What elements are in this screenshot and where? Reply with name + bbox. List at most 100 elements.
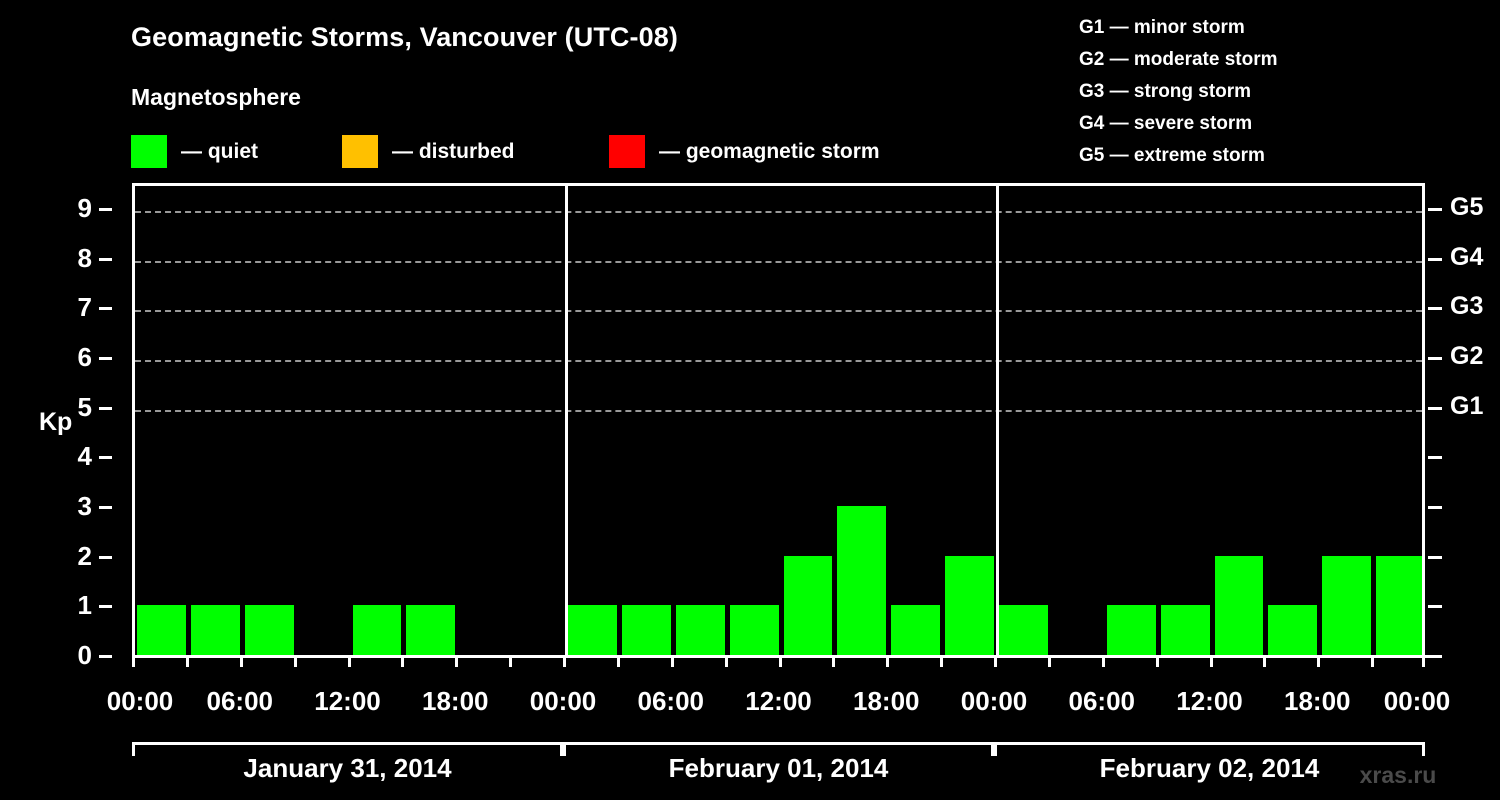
g-legend-item-5: G5 — extreme storm — [1079, 145, 1265, 166]
y-tick-mark-8 — [99, 257, 112, 261]
bar — [783, 555, 833, 655]
x-tick-minor-17 — [1047, 655, 1051, 667]
x-tick-label-2: 12:00 — [314, 686, 381, 716]
g-tick-label-G2: G2 — [1450, 341, 1484, 370]
g-tick-mark-7 — [1428, 307, 1442, 311]
y-tick-mark-6 — [99, 356, 112, 360]
x-tick-minor-5 — [401, 655, 405, 667]
x-tick-mark-1 — [239, 655, 243, 667]
x-tick-label-3: 18:00 — [422, 686, 489, 716]
bar — [945, 555, 994, 655]
y-tick-label-4: 4 — [77, 441, 92, 472]
x-tick-mark-11 — [1317, 655, 1321, 667]
g-tick-mark-2 — [1428, 555, 1442, 559]
g-tick-label-G5: G5 — [1450, 192, 1484, 221]
g-scale-legend: G1 — minor storm G2 — moderate storm G3 — … — [1079, 12, 1278, 172]
legend-item-geomagnetic-storm: — geomagnetic storm — [609, 131, 880, 171]
legend-label-quiet: — quiet — [181, 139, 258, 163]
bar — [891, 605, 941, 655]
x-tick-label-10: 12:00 — [1176, 686, 1243, 716]
bar — [568, 605, 617, 655]
y-tick-label-7: 7 — [77, 292, 92, 323]
page-title: Geomagnetic Storms, Vancouver (UTC-08) — [131, 22, 678, 52]
bar — [675, 605, 725, 655]
g-legend-item-3: G3 — strong storm — [1079, 81, 1252, 102]
bar — [621, 605, 671, 655]
legend-item-disturbed: — disturbed — [342, 131, 515, 171]
g-legend-item-1: G1 — minor storm — [1079, 17, 1245, 38]
x-tick-label-9: 06:00 — [1068, 686, 1136, 716]
legend-swatch-geomagnetic-storm-icon — [609, 134, 645, 168]
legend-swatch-disturbed-icon — [342, 134, 378, 168]
gridline-kp-8 — [135, 260, 1422, 263]
bar — [1376, 555, 1422, 655]
x-tick-label-12: 00:00 — [1383, 686, 1451, 716]
x-tick-minor-1 — [185, 655, 189, 667]
bar — [729, 605, 779, 655]
x-tick-label-1: 06:00 — [206, 686, 274, 716]
gridline-kp-7 — [135, 310, 1422, 313]
date-labels: January 31, 2014 February 01, 2014 Februar… — [0, 752, 1500, 792]
date-bracket-2 — [994, 742, 1425, 756]
y-tick-label-9: 9 — [77, 192, 92, 223]
y-tick-mark-1 — [99, 605, 112, 609]
legend-label-geomagnetic-storm: — geomagnetic storm — [659, 139, 880, 163]
x-tick-mark-0 — [132, 655, 135, 667]
gridline-kp-6 — [135, 359, 1422, 362]
x-tick-mark-12 — [1422, 655, 1425, 667]
bar — [244, 605, 294, 655]
x-tick-minor-11 — [724, 655, 728, 667]
bar — [1160, 605, 1210, 655]
y-tick-mark-7 — [99, 307, 112, 311]
bar — [999, 605, 1048, 655]
x-axis-labels: 00:00 06:00 12:00 18:00 00:00 06:00 12:00 18:00… — [0, 688, 1500, 722]
x-tick-minor-19 — [1155, 655, 1159, 667]
y-axis-title: Kp — [39, 408, 73, 436]
g-legend-item-2: G2 — moderate storm — [1079, 49, 1278, 70]
y-tick-label-3: 3 — [77, 490, 92, 521]
x-tick-mark-3 — [455, 655, 459, 667]
y-tick-label-1: 1 — [77, 590, 92, 621]
x-tick-minor-23 — [1371, 655, 1375, 667]
y-tick-label-6: 6 — [77, 341, 92, 372]
g-tick-label-G4: G4 — [1450, 242, 1484, 271]
x-tick-label-0: 00:00 — [106, 686, 174, 716]
plot-area — [132, 183, 1425, 655]
legend-label-disturbed: — disturbed — [392, 139, 515, 163]
x-tick-minor-7 — [509, 655, 513, 667]
x-tick-mark-6 — [778, 655, 782, 667]
bar — [837, 505, 887, 655]
y-tick-mark-3 — [99, 505, 112, 509]
x-tick-minor-9 — [616, 655, 620, 667]
date-label-2: February 02, 2014 — [1099, 753, 1320, 783]
bar — [1106, 605, 1156, 655]
g-tick-mark-1 — [1428, 605, 1442, 609]
y-tick-label-2: 2 — [77, 540, 92, 571]
g-tick-mark-6 — [1428, 356, 1442, 360]
x-tick-mark-4 — [563, 655, 566, 667]
day-divider-1 — [564, 186, 568, 655]
bar — [1322, 555, 1372, 655]
y-tick-label-8: 8 — [77, 242, 92, 273]
date-bracket-1 — [563, 742, 994, 756]
x-tick-label-6: 12:00 — [745, 686, 812, 716]
bar — [406, 605, 456, 655]
g-legend-item-4: G4 — severe storm — [1079, 113, 1253, 134]
gridline-kp-5 — [135, 409, 1422, 412]
g-tick-mark-9 — [1428, 207, 1442, 211]
x-tick-label-8: 00:00 — [960, 686, 1028, 716]
bar — [137, 605, 186, 655]
x-tick-mark-9 — [1101, 655, 1105, 667]
x-tick-mark-5 — [670, 655, 674, 667]
date-label-0: January 31, 2014 — [243, 753, 452, 783]
g-tick-label-G1: G1 — [1450, 391, 1484, 420]
y-tick-label-0: 0 — [77, 640, 92, 670]
y-tick-mark-2 — [99, 555, 112, 559]
x-tick-mark-10 — [1209, 655, 1213, 667]
g-tick-mark-5 — [1428, 406, 1442, 410]
x-tick-mark-7 — [886, 655, 890, 667]
legend-item-quiet: — quiet — [131, 131, 258, 171]
x-tick-minor-13 — [832, 655, 836, 667]
y-tick-label-5: 5 — [77, 391, 92, 422]
